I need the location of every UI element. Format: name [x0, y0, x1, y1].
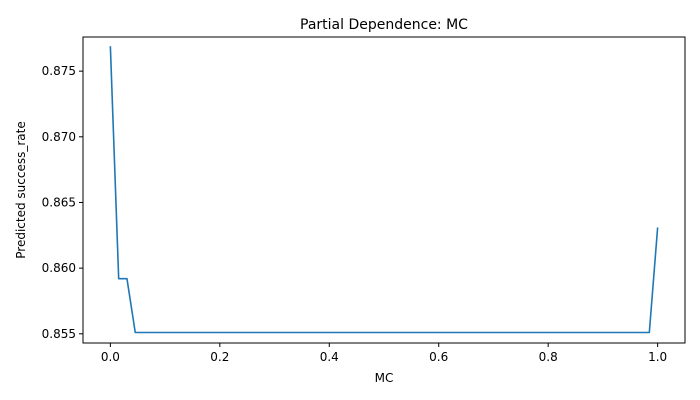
series-line [109, 46, 659, 334]
x-tick-label: 0.8 [539, 350, 558, 364]
x-axis-label: MC [375, 371, 394, 385]
y-tick-label: 0.855 [42, 327, 76, 341]
y-tick-label: 0.870 [42, 130, 76, 144]
y-tick-label: 0.860 [42, 261, 76, 275]
x-tick-label: 0.6 [429, 350, 448, 364]
x-tick-label: 0.4 [320, 350, 339, 364]
x-tick-label: 0.0 [101, 350, 120, 364]
x-tick-label: 0.2 [210, 350, 229, 364]
y-tick-label: 0.875 [42, 64, 76, 78]
y-tick-label: 0.865 [42, 195, 76, 209]
x-tick-label: 1.0 [648, 350, 667, 364]
chart-title: Partial Dependence: MC [300, 17, 468, 33]
axes-frame [82, 36, 686, 344]
y-axis-label: Predicted success_rate [14, 121, 28, 258]
plot-area: 0.0 0.2 0.4 0.6 0.8 1.0 0.855 0.860 0.865 0.870 0.… [42, 46, 667, 364]
